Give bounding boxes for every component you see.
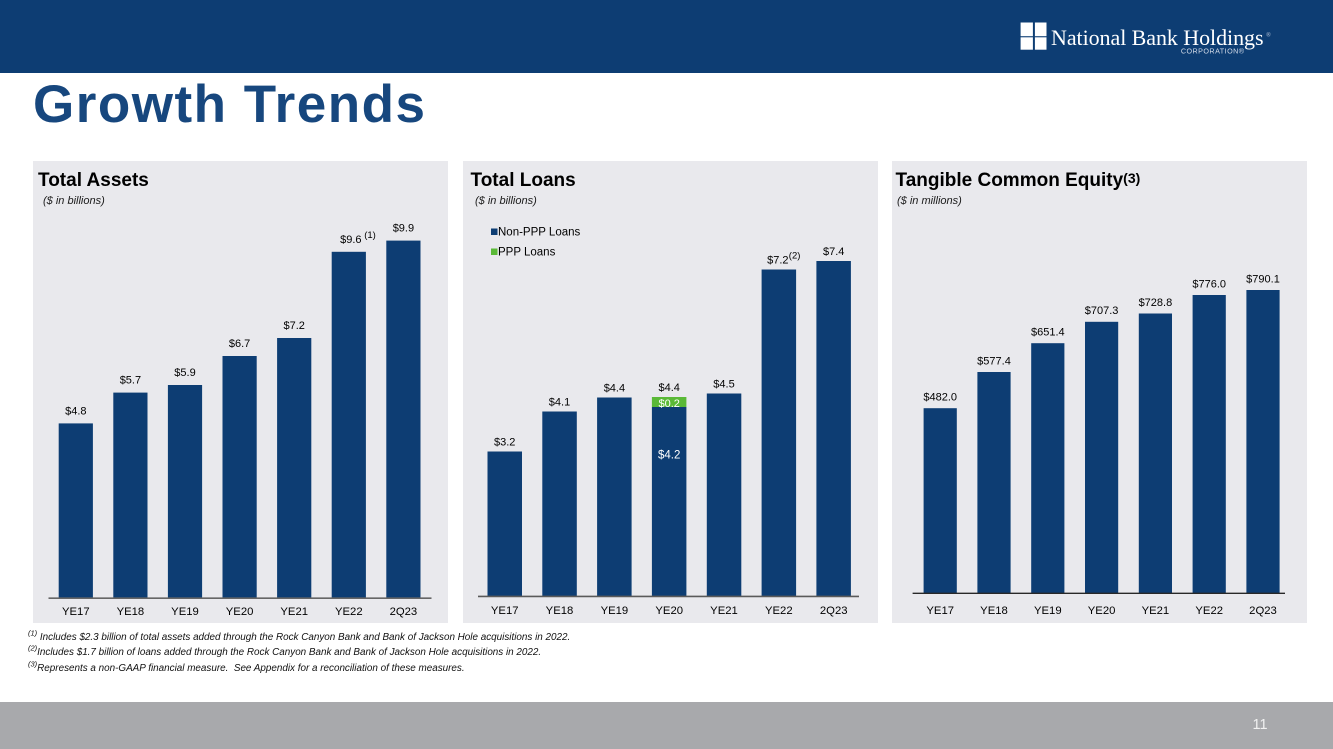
svg-text:®: ®: [1266, 32, 1271, 39]
svg-text:$577.4: $577.4: [977, 355, 1011, 367]
svg-text:YE17: YE17: [62, 606, 90, 618]
svg-text:(2): (2): [789, 251, 801, 262]
svg-text:YE18: YE18: [980, 605, 1008, 617]
svg-text:YE18: YE18: [117, 606, 145, 618]
svg-text:$4.2: $4.2: [658, 450, 680, 462]
svg-text:$7.4: $7.4: [823, 246, 844, 258]
svg-text:$728.8: $728.8: [1139, 297, 1173, 309]
svg-text:$7.2: $7.2: [767, 255, 788, 267]
svg-text:2Q23: 2Q23: [1249, 605, 1277, 617]
svg-text:$9.6: $9.6: [340, 234, 361, 246]
svg-text:$776.0: $776.0: [1192, 278, 1226, 290]
svg-text:$4.8: $4.8: [65, 405, 86, 417]
svg-text:YE21: YE21: [280, 606, 308, 618]
svg-text:YE22: YE22: [765, 605, 793, 617]
svg-text:$651.4: $651.4: [1031, 327, 1065, 339]
svg-text:$482.0: $482.0: [923, 392, 957, 404]
svg-text:YE21: YE21: [710, 605, 738, 617]
svg-text:Non-PPP Loans: Non-PPP Loans: [498, 227, 581, 239]
svg-text:YE21: YE21: [1142, 605, 1170, 617]
svg-text:$790.1: $790.1: [1246, 273, 1280, 285]
svg-text:$7.2: $7.2: [283, 320, 304, 332]
svg-text:$4.5: $4.5: [713, 379, 734, 391]
svg-text:CORPORATION®: CORPORATION®: [1181, 47, 1245, 56]
svg-text:YE22: YE22: [335, 606, 363, 618]
svg-text:2Q23: 2Q23: [390, 606, 418, 618]
svg-text:YE17: YE17: [491, 605, 519, 617]
svg-text:$5.9: $5.9: [174, 367, 195, 379]
svg-text:$4.1: $4.1: [549, 397, 570, 409]
svg-text:$4.4: $4.4: [658, 382, 679, 394]
svg-text:$4.4: $4.4: [604, 383, 625, 395]
svg-text:YE20: YE20: [655, 605, 683, 617]
svg-text:YE20: YE20: [1088, 605, 1116, 617]
svg-text:YE17: YE17: [926, 605, 954, 617]
svg-text:$707.3: $707.3: [1085, 305, 1119, 317]
svg-text:PPP Loans: PPP Loans: [498, 247, 556, 259]
svg-text:$3.2: $3.2: [494, 437, 515, 449]
svg-text:2Q23: 2Q23: [820, 605, 848, 617]
svg-text:YE19: YE19: [171, 606, 199, 618]
svg-text:YE18: YE18: [546, 605, 574, 617]
svg-text:$0.2: $0.2: [658, 398, 679, 410]
svg-text:YE19: YE19: [601, 605, 629, 617]
svg-text:$9.9: $9.9: [393, 223, 414, 235]
svg-text:$6.7: $6.7: [229, 338, 250, 350]
svg-text:National Bank Holdings: National Bank Holdings: [1051, 25, 1264, 50]
svg-text:$5.7: $5.7: [120, 375, 141, 387]
svg-text:YE19: YE19: [1034, 605, 1062, 617]
svg-text:(1): (1): [364, 230, 376, 241]
svg-text:YE20: YE20: [226, 606, 254, 618]
svg-text:YE22: YE22: [1195, 605, 1223, 617]
